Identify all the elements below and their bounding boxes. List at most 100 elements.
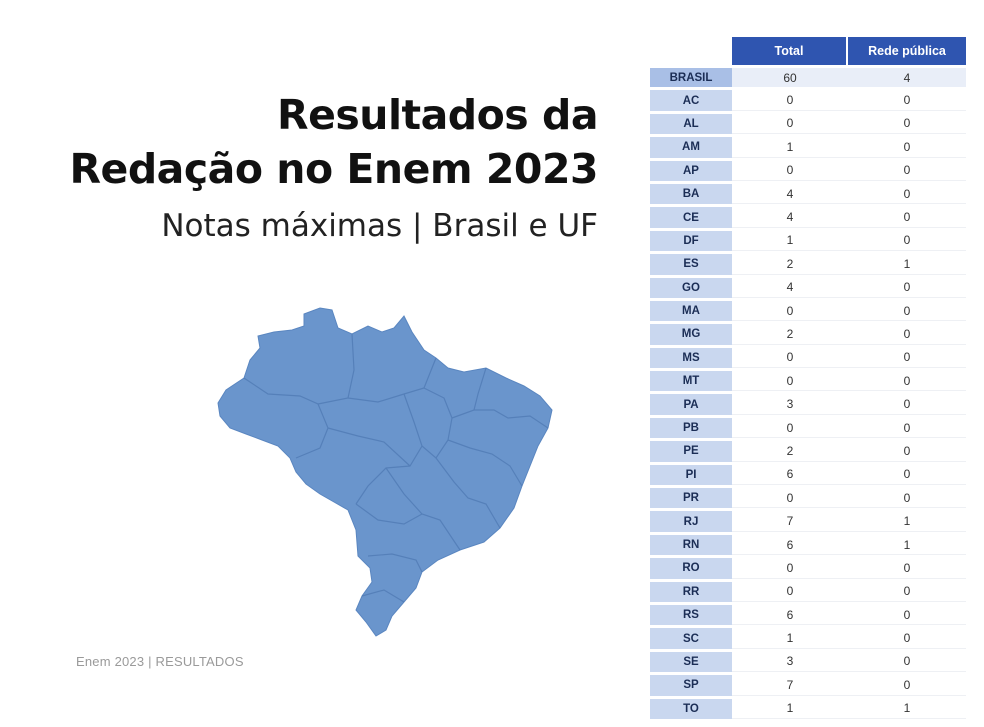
uf-cell: RS [650,604,732,626]
uf-cell: PA [650,394,732,415]
table-row: RR 0 0 [650,581,966,602]
total-cell: 0 [732,581,848,602]
table-row: RJ 7 1 [650,511,966,532]
rede-publica-cell: 0 [848,300,966,322]
total-cell: 6 [732,534,848,556]
uf-cell: AM [650,137,732,158]
uf-cell: ES [650,254,732,275]
uf-cell: AL [650,113,732,135]
table-row: BA 4 0 [650,183,966,205]
table-row: RO 0 0 [650,558,966,579]
uf-cell: SE [650,651,732,673]
table-row: RS 6 0 [650,604,966,626]
table-row: SE 3 0 [650,651,966,673]
total-cell: 1 [732,230,848,252]
table-row: AC 0 0 [650,90,966,111]
rede-publica-cell: 0 [848,113,966,135]
results-table-container: Total Rede pública BRASIL 60 4 AC 0 0 AL 0 0 AM 1 0… [650,34,966,722]
uf-cell: SP [650,675,732,696]
uf-cell: SC [650,628,732,649]
uf-cell: BA [650,183,732,205]
total-cell: 4 [732,207,848,228]
rede-publica-cell: 1 [848,698,966,719]
rede-publica-cell: 0 [848,324,966,345]
total-cell: 0 [732,300,848,322]
total-cell: 0 [732,160,848,181]
total-cell: 6 [732,464,848,486]
uf-cell: CE [650,207,732,228]
rede-publica-cell: 0 [848,394,966,415]
rede-publica-cell: 0 [848,183,966,205]
uf-cell: PE [650,441,732,462]
rede-publica-cell: 0 [848,464,966,486]
page-subtitle: Notas máximas | Brasil e UF [161,208,598,244]
table-row: RN 6 1 [650,534,966,556]
rede-publica-cell: 1 [848,511,966,532]
rede-publica-cell: 0 [848,628,966,649]
total-cell: 3 [732,394,848,415]
total-cell: 0 [732,417,848,439]
total-cell: 0 [732,90,848,111]
total-cell: 7 [732,511,848,532]
uf-cell: PI [650,464,732,486]
total-cell: 1 [732,137,848,158]
results-table: Total Rede pública BRASIL 60 4 AC 0 0 AL 0 0 AM 1 0… [650,34,966,722]
table-row: SP 7 0 [650,675,966,696]
rede-publica-cell: 0 [848,581,966,602]
uf-cell: MT [650,371,732,392]
table-row: ES 2 1 [650,254,966,275]
rede-publica-cell: 0 [848,417,966,439]
uf-cell: AP [650,160,732,181]
total-cell: 1 [732,698,848,719]
uf-cell: BRASIL [650,68,732,88]
table-row: PA 3 0 [650,394,966,415]
rede-publica-cell: 0 [848,230,966,252]
total-cell: 0 [732,113,848,135]
title-line-1: Resultados da [277,91,598,139]
total-cell: 6 [732,604,848,626]
rede-publica-cell: 0 [848,90,966,111]
total-cell: 4 [732,183,848,205]
total-cell: 0 [732,558,848,579]
uf-cell: PB [650,417,732,439]
rede-publica-cell: 0 [848,137,966,158]
total-cell: 60 [732,68,848,88]
header-rede-publica: Rede pública [848,37,966,65]
uf-cell: RN [650,534,732,556]
uf-cell: PR [650,488,732,509]
brazil-map-shape [217,307,553,637]
table-row: TO 1 1 [650,698,966,719]
table-row: AM 1 0 [650,137,966,158]
table-row: MT 0 0 [650,371,966,392]
rede-publica-cell: 0 [848,675,966,696]
table-row: PI 6 0 [650,464,966,486]
table-row: DF 1 0 [650,230,966,252]
table-row: BRASIL 60 4 [650,68,966,88]
total-cell: 0 [732,371,848,392]
table-body: BRASIL 60 4 AC 0 0 AL 0 0 AM 1 0 AP 0 0 BA 4 0 CE 4 0 DF 1 0 ES 2… [650,68,966,719]
table-row: PR 0 0 [650,488,966,509]
rede-publica-cell: 1 [848,254,966,275]
uf-cell: RR [650,581,732,602]
table-header-row: Total Rede pública [650,37,966,65]
total-cell: 4 [732,277,848,298]
rede-publica-cell: 0 [848,371,966,392]
total-cell: 2 [732,441,848,462]
footer-label: Enem 2023 | RESULTADOS [76,654,244,669]
table-row: SC 1 0 [650,628,966,649]
rede-publica-cell: 0 [848,604,966,626]
state-borders [243,333,549,603]
rede-publica-cell: 0 [848,441,966,462]
table-row: PB 0 0 [650,417,966,439]
total-cell: 2 [732,324,848,345]
rede-publica-cell: 4 [848,68,966,88]
uf-cell: MG [650,324,732,345]
page-title: Resultados da Redação no Enem 2023 [69,88,598,196]
rede-publica-cell: 0 [848,207,966,228]
title-line-2: Redação no Enem 2023 [69,145,598,193]
rede-publica-cell: 0 [848,558,966,579]
uf-cell: TO [650,698,732,719]
table-row: CE 4 0 [650,207,966,228]
uf-cell: RO [650,558,732,579]
